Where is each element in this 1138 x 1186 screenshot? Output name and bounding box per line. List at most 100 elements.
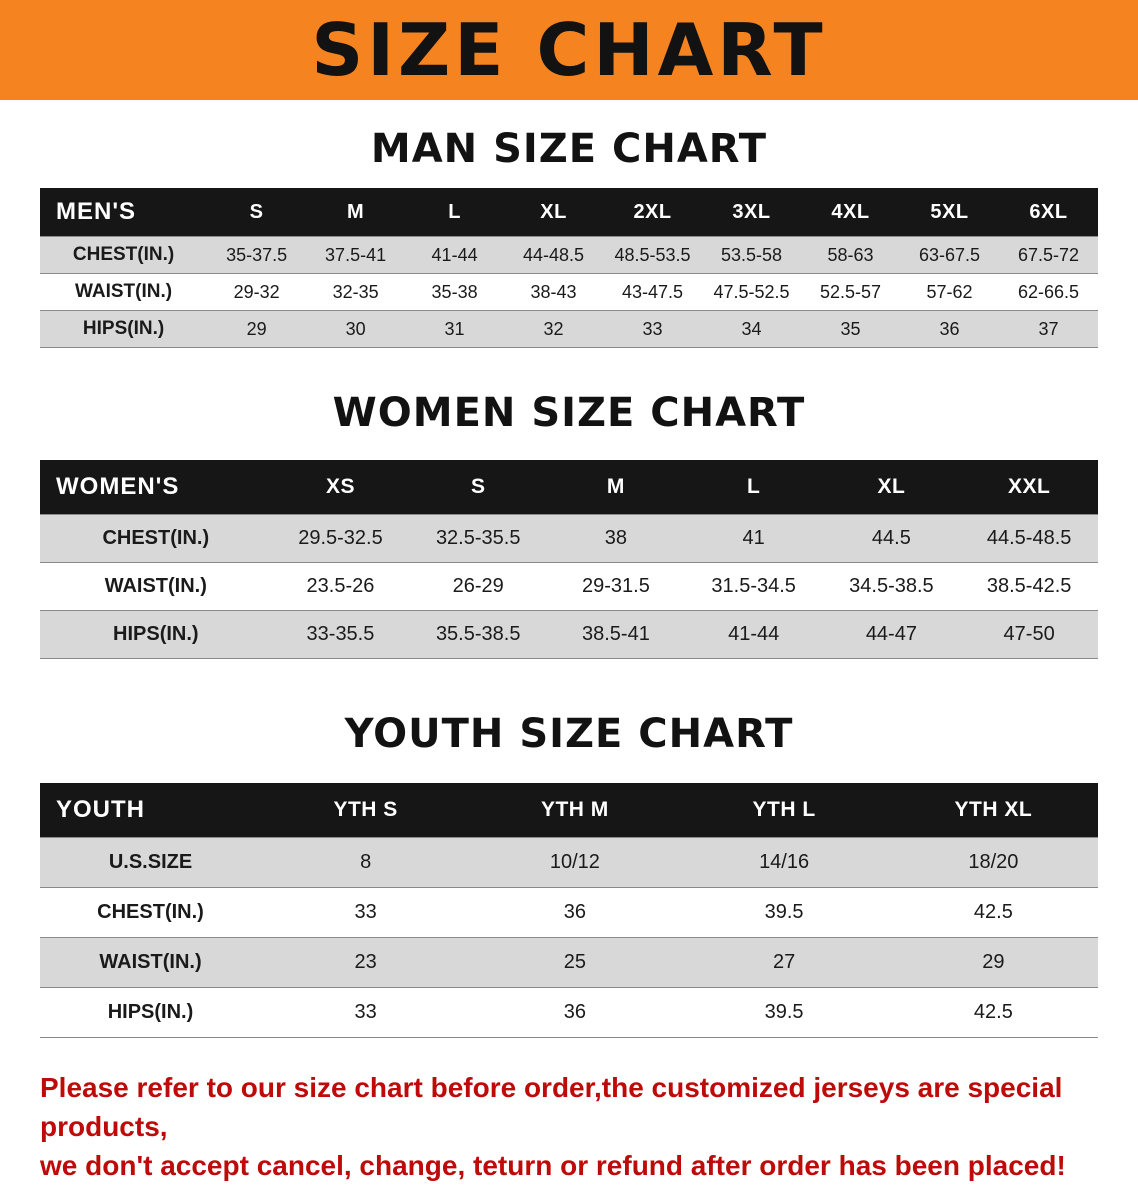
- table-cell: 33: [261, 987, 471, 1038]
- table-row: CHEST(IN.) 35-37.5 37.5-41 41-44 44-48.5…: [40, 236, 1098, 274]
- table-cell: 26-29: [409, 562, 548, 611]
- footer-line-2: we don't accept cancel, change, teturn o…: [40, 1150, 1066, 1182]
- table-cell: 38: [547, 514, 685, 563]
- men-header-label: MEN'S: [40, 188, 208, 237]
- table-cell: 44-47: [822, 610, 961, 659]
- table-cell: 32-35: [306, 273, 406, 311]
- table-cell: 33: [261, 887, 471, 938]
- column-header: YTH XL: [888, 783, 1098, 838]
- column-header: YTH L: [679, 783, 889, 838]
- table-cell: 57-62: [900, 273, 999, 311]
- column-header: YTH S: [261, 783, 471, 838]
- table-cell: 36: [900, 310, 999, 348]
- page-title: SIZE CHART: [311, 8, 827, 92]
- table-cell: 38.5-41: [547, 610, 685, 659]
- women-section-title: WOMEN SIZE CHART: [332, 390, 806, 436]
- column-header: L: [405, 188, 505, 237]
- column-header: L: [684, 460, 823, 515]
- table-cell: 52.5-57: [801, 273, 900, 311]
- table-cell: 36: [470, 887, 680, 938]
- row-label: HIPS(IN.): [40, 987, 262, 1038]
- column-header: XL: [504, 188, 604, 237]
- row-label: WAIST(IN.): [40, 273, 208, 311]
- women-header-label: WOMEN'S: [40, 460, 272, 515]
- table-cell: 43-47.5: [603, 273, 703, 311]
- women-header-row: WOMEN'S XS S M L XL XXL: [40, 460, 1098, 515]
- column-header: 4XL: [801, 188, 900, 237]
- table-row: CHEST(IN.) 33 36 39.5 42.5: [40, 887, 1098, 938]
- table-cell: 29.5-32.5: [271, 514, 410, 563]
- table-cell: 39.5: [679, 987, 889, 1038]
- table-cell: 31: [405, 310, 505, 348]
- table-cell: 37: [998, 310, 1098, 348]
- column-header: M: [306, 188, 406, 237]
- column-header: 6XL: [998, 188, 1098, 237]
- table-cell: 38.5-42.5: [960, 562, 1098, 611]
- table-cell: 44-48.5: [504, 236, 604, 274]
- table-cell: 31.5-34.5: [684, 562, 823, 611]
- table-cell: 41: [684, 514, 823, 563]
- men-header-row: MEN'S S M L XL 2XL 3XL 4XL 5XL 6XL: [40, 188, 1098, 237]
- table-cell: 29: [888, 937, 1098, 988]
- row-label: U.S.SIZE: [40, 837, 262, 888]
- table-cell: 44.5: [822, 514, 961, 563]
- column-header: XXL: [960, 460, 1098, 515]
- table-row: HIPS(IN.) 33 36 39.5 42.5: [40, 987, 1098, 1038]
- youth-section-title: YOUTH SIZE CHART: [344, 711, 794, 757]
- column-header: 3XL: [702, 188, 802, 237]
- women-section: WOMEN SIZE CHART WOMEN'S XS S M L XL XXL…: [0, 348, 1138, 659]
- table-cell: 8: [261, 837, 471, 888]
- table-cell: 18/20: [888, 837, 1098, 888]
- men-size-table: MEN'S S M L XL 2XL 3XL 4XL 5XL 6XL CHEST…: [40, 188, 1098, 348]
- table-cell: 29: [207, 310, 307, 348]
- table-cell: 23.5-26: [271, 562, 410, 611]
- table-cell: 42.5: [888, 887, 1098, 938]
- table-cell: 23: [261, 937, 471, 988]
- table-cell: 62-66.5: [998, 273, 1098, 311]
- youth-header-label: YOUTH: [40, 783, 262, 838]
- table-cell: 39.5: [679, 887, 889, 938]
- men-section-title: MAN SIZE CHART: [370, 126, 768, 172]
- table-cell: 47-50: [960, 610, 1098, 659]
- table-cell: 32: [504, 310, 604, 348]
- row-label: CHEST(IN.): [40, 887, 262, 938]
- footer-note: Please refer to our size chart before or…: [40, 1068, 1098, 1186]
- table-cell: 38-43: [504, 273, 604, 311]
- youth-header-row: YOUTH YTH S YTH M YTH L YTH XL: [40, 783, 1098, 838]
- banner: SIZE CHART: [0, 0, 1138, 100]
- table-row: U.S.SIZE 8 10/12 14/16 18/20: [40, 837, 1098, 888]
- table-row: HIPS(IN.) 29 30 31 32 33 34 35 36 37: [40, 310, 1098, 348]
- table-cell: 67.5-72: [998, 236, 1098, 274]
- column-header: XL: [822, 460, 961, 515]
- table-cell: 42.5: [888, 987, 1098, 1038]
- table-cell: 29-32: [207, 273, 307, 311]
- table-cell: 33: [603, 310, 703, 348]
- youth-section: YOUTH SIZE CHART YOUTH YTH S YTH M YTH L…: [0, 659, 1138, 1038]
- footer-line-1: Please refer to our size chart before or…: [40, 1072, 1063, 1143]
- row-label: HIPS(IN.): [40, 310, 208, 348]
- table-cell: 27: [679, 937, 889, 988]
- table-cell: 25: [470, 937, 680, 988]
- table-cell: 14/16: [679, 837, 889, 888]
- table-cell: 35: [801, 310, 900, 348]
- table-cell: 63-67.5: [900, 236, 999, 274]
- table-cell: 41-44: [405, 236, 505, 274]
- table-row: WAIST(IN.) 29-32 32-35 35-38 38-43 43-47…: [40, 273, 1098, 311]
- table-cell: 41-44: [684, 610, 823, 659]
- row-label: HIPS(IN.): [40, 610, 272, 659]
- table-row: CHEST(IN.) 29.5-32.5 32.5-35.5 38 41 44.…: [40, 514, 1098, 563]
- row-label: CHEST(IN.): [40, 236, 208, 274]
- table-cell: 32.5-35.5: [409, 514, 548, 563]
- table-cell: 34.5-38.5: [822, 562, 961, 611]
- table-cell: 53.5-58: [702, 236, 802, 274]
- youth-size-table: YOUTH YTH S YTH M YTH L YTH XL U.S.SIZE …: [40, 783, 1098, 1038]
- column-header: XS: [271, 460, 410, 515]
- table-cell: 58-63: [801, 236, 900, 274]
- column-header: 5XL: [900, 188, 999, 237]
- table-cell: 34: [702, 310, 802, 348]
- table-row: HIPS(IN.) 33-35.5 35.5-38.5 38.5-41 41-4…: [40, 610, 1098, 659]
- row-label: WAIST(IN.): [40, 562, 272, 611]
- women-size-table: WOMEN'S XS S M L XL XXL CHEST(IN.) 29.5-…: [40, 460, 1098, 659]
- column-header: S: [207, 188, 307, 237]
